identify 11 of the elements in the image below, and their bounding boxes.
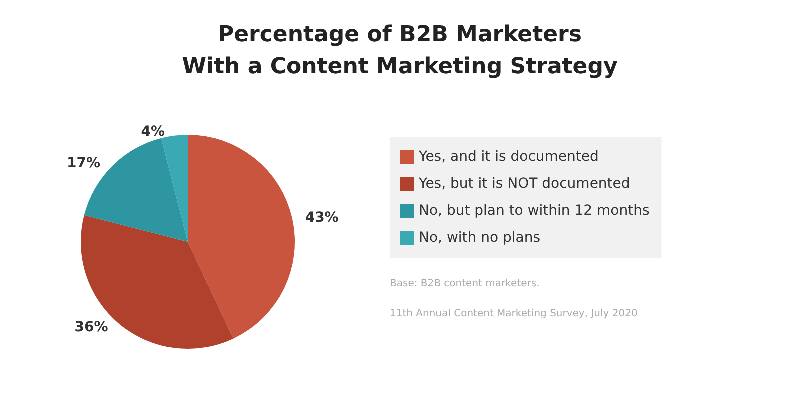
data-label: 17% (66, 156, 101, 172)
data-label: 36% (74, 320, 108, 336)
data-label: 43% (305, 210, 339, 226)
text: Base: B2B content marketers. (390, 278, 540, 290)
chart-title: Percentage of B2B Marketers With a Content Marketing Strategy (182, 22, 618, 80)
legend-label: No, with no plans (419, 230, 541, 246)
legend-label: Yes, but it is NOT documented (418, 176, 630, 192)
text: 11th Annual Content Marketing Survey, July 2020 (390, 308, 638, 320)
legend-label: No, but plan to within 12 months (419, 203, 650, 219)
data-label: 4% (141, 124, 166, 140)
legend-label: Yes, and it is documented (418, 149, 599, 165)
